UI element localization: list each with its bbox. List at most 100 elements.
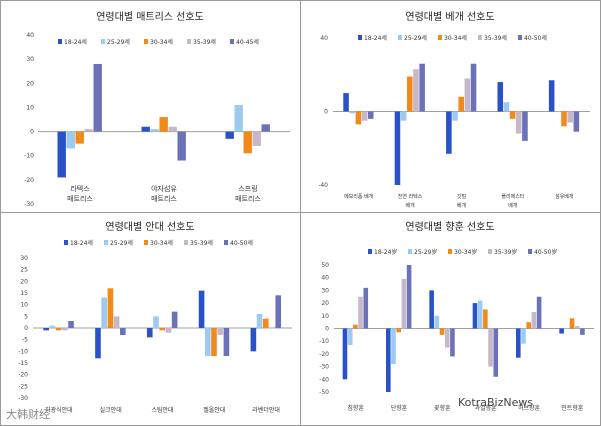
bar [458,96,464,112]
bar [367,111,374,119]
legend-label: 18-24세 [64,38,87,46]
y-tick-label: 15 [20,290,28,297]
bar [400,111,407,121]
category-label: 단향훈 [391,404,408,412]
y-tick-label: -30 [18,395,28,402]
bar [49,325,56,328]
bar [419,63,425,112]
bar [439,328,445,335]
bar [93,63,102,132]
category-label: 매트리스 [151,194,177,203]
y-tick-label: -30 [319,364,329,371]
y-tick-label: 50 [321,262,329,269]
y-tick-label: 0 [325,326,329,333]
bar [573,111,580,132]
bar [347,328,353,346]
bar [444,328,450,348]
bar [355,111,362,125]
bar [243,131,252,154]
bar [146,328,153,338]
category-label: 베개 [457,202,467,209]
y-tick-label: 20 [26,80,34,87]
category-label: 폴리에스터 [501,193,524,200]
legend-swatch [58,39,62,44]
category-label: 실크안대 [100,406,122,414]
y-tick-label: 5 [24,313,28,320]
bar [516,328,521,358]
legend-swatch [438,35,442,40]
bar [198,290,205,328]
bar [515,111,522,134]
bar [450,328,455,357]
legend-swatch [101,39,105,44]
category-label: 베개 [405,202,415,209]
y-tick-label: 0 [24,325,28,332]
bar [141,126,150,132]
bar [429,290,434,329]
category-label: 침향훈 [347,404,364,412]
y-tick-label: -50 [319,389,329,396]
y-tick-label: 40 [321,275,329,282]
y-tick-label: 20 [321,300,329,307]
bar [225,131,234,139]
bar [446,111,452,154]
legend-label: 30-34세 [150,239,173,247]
category-label: 메모리폼 베개 [344,193,374,200]
bar [407,76,413,112]
bar [361,111,368,121]
chart-3: 연령대별 안대 선호도 18-24세 25-29세 30-34세 35-39세 40-50… [18,221,292,414]
legend-label: 25-29세 [107,38,130,46]
bar [509,111,516,119]
bar [177,131,186,161]
bar [574,325,580,329]
bar [386,328,391,392]
legend-swatch [518,35,522,40]
bar [120,328,126,335]
y-tick-label: 0 [324,109,328,116]
watermark-left: 大韩财经 [6,408,50,421]
legend-swatch [368,249,372,254]
y-tick-label: 40 [320,35,328,42]
legend-label: 18-24세 [70,239,93,247]
y-tick-label: -5 [22,337,28,344]
bar [95,328,101,359]
legend-swatch [398,35,402,40]
bar [107,288,114,328]
legend-swatch [144,39,148,44]
bar [363,287,369,329]
bar [521,328,526,344]
bar [548,80,555,112]
bar [353,324,358,329]
y-tick-label: -40 [318,182,328,189]
legend-label: 35-39岁 [494,248,517,256]
bar [43,328,49,331]
legend-label: 25-29세 [404,34,427,42]
category-label: 스팀안대 [151,406,173,414]
bar [567,111,573,123]
y-tick-label: -20 [18,372,28,379]
legend-label: 25-29세 [110,239,133,247]
legend-label: 18-24세 [364,34,387,42]
y-tick-label: 10 [321,313,329,320]
bar [536,296,542,329]
legend-swatch [528,249,532,254]
legend-swatch [478,35,482,40]
bar [168,126,177,132]
bar [343,93,349,112]
bar [269,328,275,329]
legend-label: 30-34세 [444,34,467,42]
legend-label: 35-39세 [193,38,216,46]
category-label: 매트리스 [235,194,261,203]
bar [483,309,488,329]
y-tick-label: -40 [319,376,329,383]
legend-swatch [408,249,412,254]
category-label: 스프링 [238,185,257,193]
y-tick-label: 30 [321,287,329,294]
y-tick-label: -10 [319,338,329,345]
category-label: 차광식안대 [45,406,73,414]
category-label: 라벤더안대 [252,406,280,414]
bar [262,318,269,328]
bar [165,328,172,333]
